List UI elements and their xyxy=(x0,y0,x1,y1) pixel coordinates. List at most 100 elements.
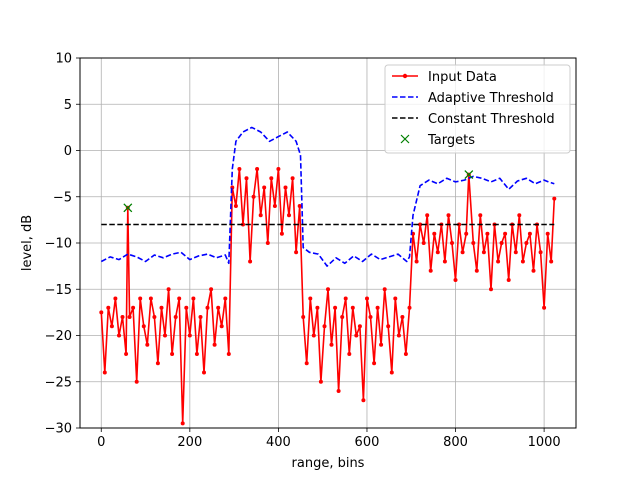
input-data-point xyxy=(400,315,405,319)
input-data-line xyxy=(100,168,556,425)
input-data-point xyxy=(198,315,203,319)
input-data-point xyxy=(212,342,217,347)
input-data-point xyxy=(170,352,175,356)
x-tick-label: 200 xyxy=(177,435,202,450)
input-data-point xyxy=(265,241,270,245)
legend-targets-label: Targets xyxy=(427,133,475,148)
input-data-point xyxy=(120,315,125,319)
legend-input-data-label: Input Data xyxy=(428,70,497,85)
input-data-point xyxy=(209,287,214,292)
input-data-point xyxy=(513,250,518,255)
y-tick-label: −25 xyxy=(45,375,72,390)
input-data-point xyxy=(304,361,309,366)
input-data-point xyxy=(241,222,245,227)
input-data-point xyxy=(450,241,454,245)
input-data-point xyxy=(177,296,182,301)
input-data-point xyxy=(372,361,377,366)
input-data-point xyxy=(418,222,423,227)
input-data-point xyxy=(489,287,493,292)
ticks: 0 200 400 600 800 1000 −30 −25 −20 −15 −10 −5 0 5 10 xyxy=(45,52,561,451)
input-data-point xyxy=(311,333,316,338)
input-data-point xyxy=(460,250,465,255)
input-data-point xyxy=(343,296,348,301)
input-data-point xyxy=(166,287,171,292)
input-data-point xyxy=(152,315,157,319)
input-data-point xyxy=(382,287,387,292)
input-data-point xyxy=(350,305,355,310)
input-data-point xyxy=(326,287,330,292)
input-data-point xyxy=(244,176,249,181)
input-data-point xyxy=(474,268,479,273)
input-data-point xyxy=(357,324,362,329)
input-data-point xyxy=(503,231,508,236)
input-data-point xyxy=(425,213,430,218)
input-data-point xyxy=(453,278,458,282)
input-data-point xyxy=(290,176,295,181)
input-data-point xyxy=(396,333,401,338)
input-data-point xyxy=(471,241,476,245)
input-data-point xyxy=(549,259,554,264)
input-data-point xyxy=(496,259,501,264)
x-axis-label: range, bins xyxy=(292,456,365,471)
input-data-point xyxy=(368,315,373,319)
input-data-point xyxy=(393,296,398,301)
input-data-point xyxy=(442,259,447,264)
input-data-point xyxy=(237,167,242,171)
input-data-point xyxy=(117,333,121,338)
input-data-point xyxy=(446,213,451,218)
input-data-point xyxy=(329,342,334,347)
input-data-point xyxy=(279,231,284,236)
legend-targets-marker xyxy=(400,134,410,144)
x-tick-label: 0 xyxy=(97,435,105,450)
x-tick-label: 800 xyxy=(443,435,468,450)
input-data-point xyxy=(145,342,150,347)
input-data-point xyxy=(361,398,366,403)
input-data-point xyxy=(272,204,277,208)
input-data-point xyxy=(297,204,302,208)
input-data-point xyxy=(255,167,260,171)
input-data-point xyxy=(233,204,238,208)
input-data-point xyxy=(163,333,167,338)
input-data-point xyxy=(219,324,224,329)
legend-adaptive-threshold-label: Adaptive Threshold xyxy=(428,91,554,106)
legend: Input Data Adaptive Threshold Constant T… xyxy=(384,64,571,154)
legend-constant-threshold-label: Constant Threshold xyxy=(428,112,555,127)
input-data-point xyxy=(517,213,522,218)
input-data-point xyxy=(226,352,231,356)
input-data-point xyxy=(138,296,143,301)
input-data-point xyxy=(506,278,511,282)
legend-input-data-marker xyxy=(402,73,408,79)
input-data-point xyxy=(148,296,153,301)
x-tick-label: 1000 xyxy=(528,435,561,450)
input-data-point xyxy=(124,352,129,356)
input-data-point xyxy=(258,213,263,218)
input-data-point xyxy=(432,231,437,236)
input-data-point xyxy=(315,305,320,310)
input-data-point xyxy=(524,241,529,245)
adaptive-threshold-line xyxy=(100,126,555,267)
input-data-point xyxy=(481,250,486,255)
target-marker xyxy=(123,203,133,213)
input-data-point xyxy=(318,379,323,384)
input-data-point xyxy=(333,305,338,310)
input-data-point xyxy=(527,231,532,236)
input-data-point xyxy=(113,296,118,301)
input-data-point xyxy=(336,389,341,393)
input-data-point xyxy=(379,342,384,347)
y-axis-label: level, dB xyxy=(20,215,35,271)
input-data-point xyxy=(134,379,139,384)
input-data-point xyxy=(187,333,192,338)
input-data-point xyxy=(421,241,426,245)
plot-series xyxy=(99,126,557,426)
input-data-point xyxy=(545,231,550,236)
input-data-point xyxy=(216,305,221,310)
input-data-point xyxy=(131,305,136,310)
input-data-point xyxy=(365,296,369,301)
y-tick-label: −10 xyxy=(45,237,72,252)
input-data-point xyxy=(223,296,228,301)
input-data-point xyxy=(287,213,291,218)
input-data-point xyxy=(485,231,490,236)
input-data-point xyxy=(389,370,394,375)
y-tick-label: −5 xyxy=(53,190,72,205)
